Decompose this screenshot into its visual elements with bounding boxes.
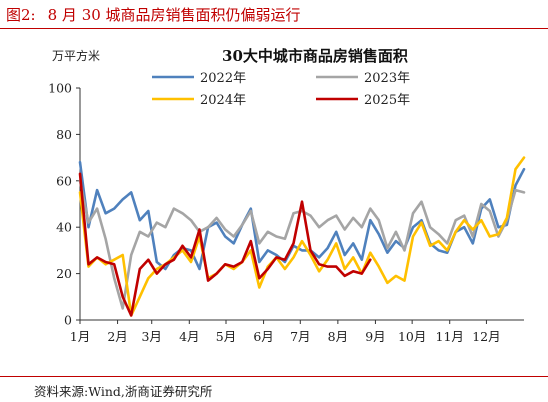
x-tick-label: 9月 (365, 329, 385, 344)
x-tick-label: 11月 (436, 329, 464, 344)
legend-label: 2023年 (364, 71, 410, 86)
series-line-2022年 (78, 160, 526, 271)
y-tick-label: 20 (56, 266, 72, 281)
figure-title: 图2: 8 月 30 城商品房销售面积仍偏弱运行 (6, 4, 301, 25)
x-tick-label: 2月 (107, 329, 127, 344)
legend-label: 2024年 (200, 93, 246, 108)
bottom-rule (0, 376, 548, 377)
y-tick-label: 0 (64, 313, 72, 328)
series-line-2024年 (78, 156, 526, 317)
title-rule (0, 28, 548, 29)
y-tick-label: 100 (48, 81, 72, 96)
x-tick-label: 5月 (216, 329, 236, 344)
x-tick-label: 1月 (70, 329, 90, 344)
figure-number: 图2: (6, 6, 36, 24)
x-tick-label: 6月 (253, 329, 273, 344)
chart-title: 30大中城市商品房销售面积 (222, 47, 408, 65)
x-tick-label: 4月 (179, 329, 199, 344)
y-tick-label: 40 (56, 220, 72, 235)
y-axis-unit: 万平方米 (52, 48, 100, 63)
x-tick-label: 8月 (328, 329, 348, 344)
series-line-2023年 (78, 179, 526, 310)
source-note: 资料来源:Wind,浙商证券研究所 (34, 384, 213, 399)
x-axis: 1月 2月 3月 4月 5月 6月 7月 8月 9月 10月 11月 12月 (70, 319, 524, 344)
figure-caption: 8 月 30 城商品房销售面积仍偏弱运行 (47, 6, 301, 24)
legend: 2022年 2023年 2024年 2025年 (152, 71, 410, 108)
y-tick-label: 80 (56, 127, 72, 142)
legend-label: 2025年 (364, 93, 410, 108)
y-axis: 0 20 40 60 80 100 (48, 81, 81, 328)
series-line-2025年 (78, 172, 372, 317)
x-tick-label: 7月 (290, 329, 310, 344)
legend-label: 2022年 (200, 71, 246, 86)
x-tick-label: 12月 (472, 329, 500, 344)
x-tick-label: 3月 (141, 329, 161, 344)
plot-lines (78, 156, 526, 317)
y-tick-label: 60 (56, 173, 72, 188)
x-tick-label: 10月 (398, 329, 426, 344)
